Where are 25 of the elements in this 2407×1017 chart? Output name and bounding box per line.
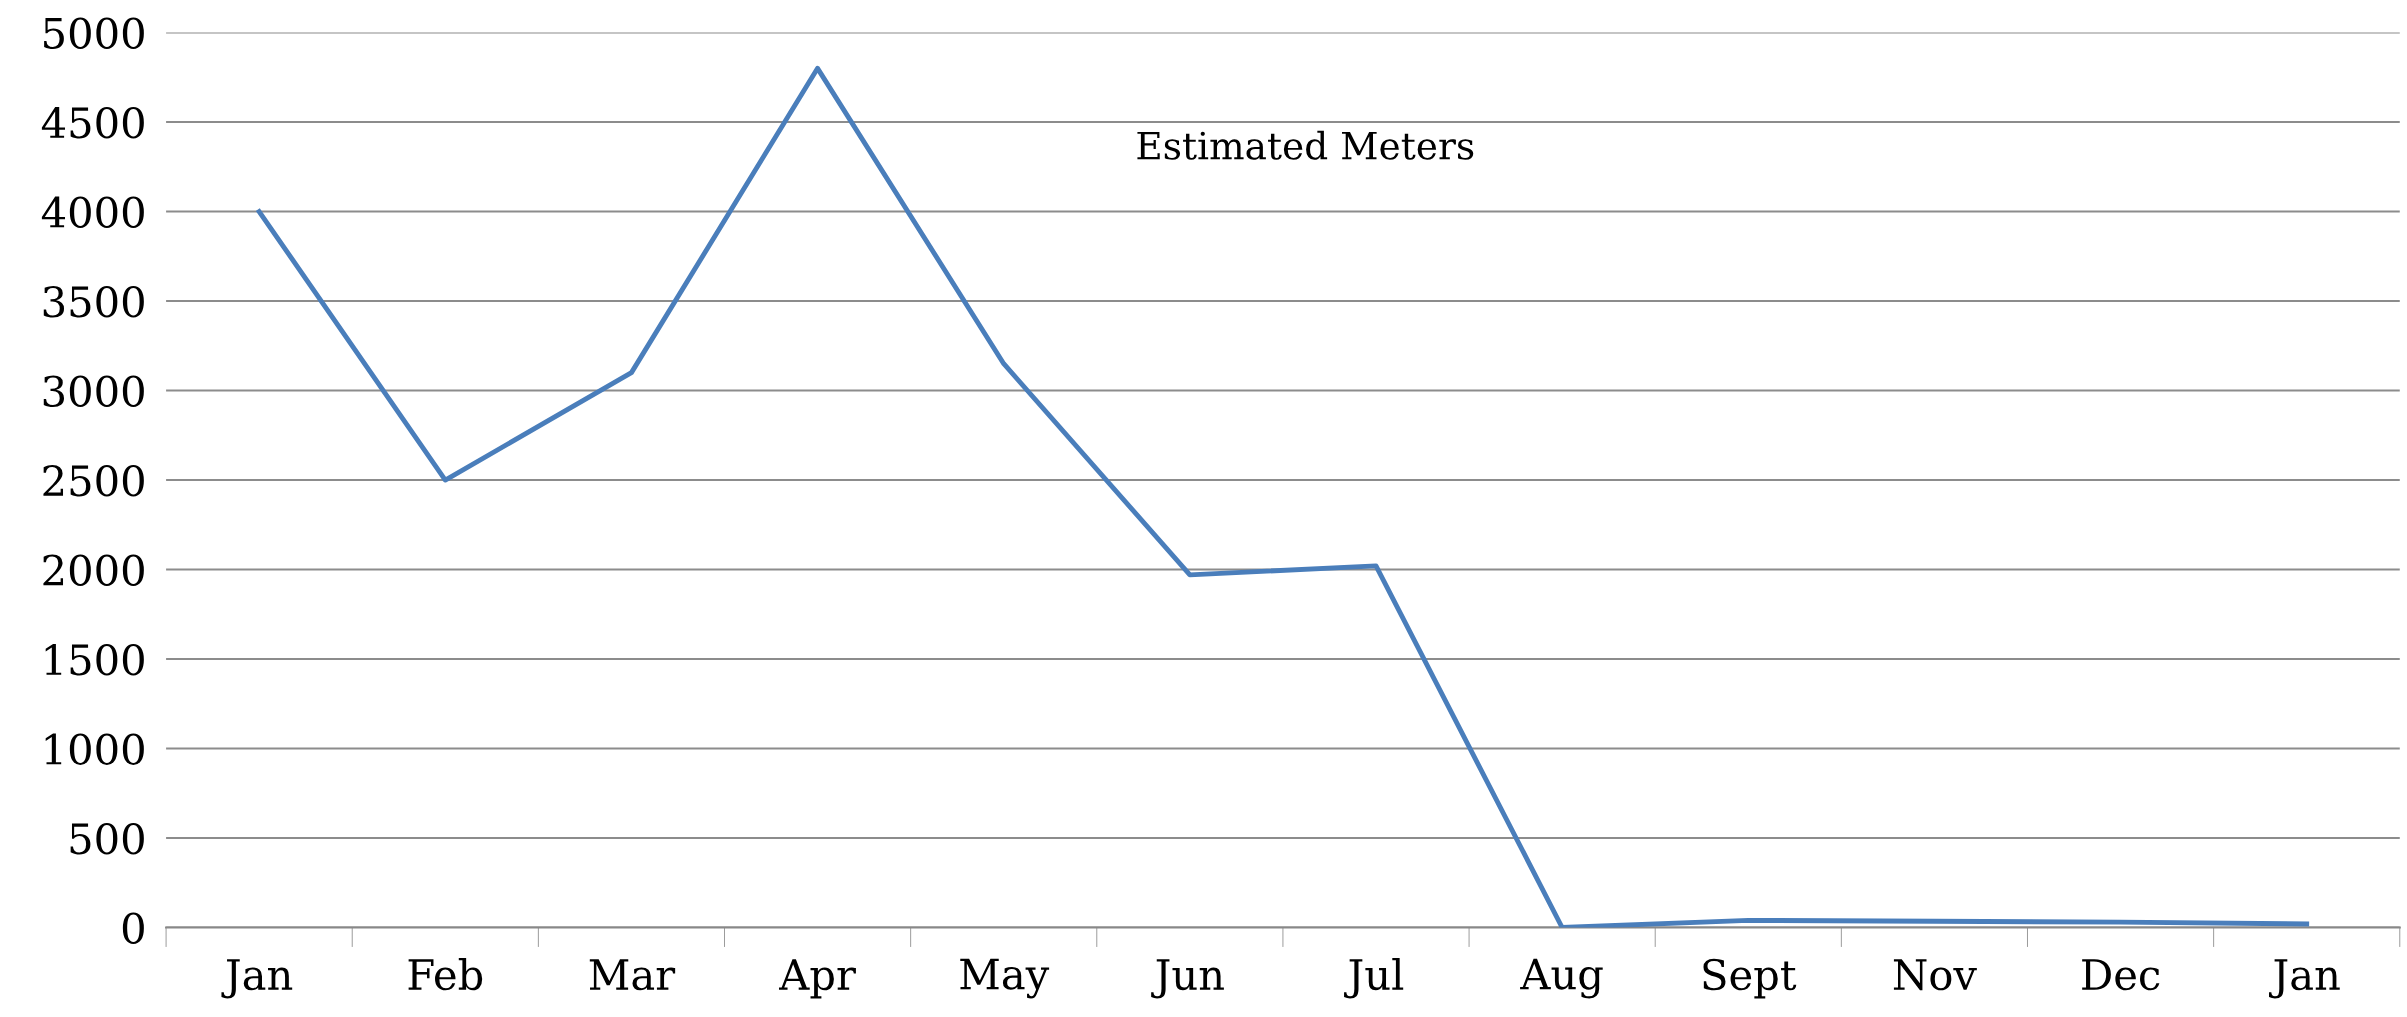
y-tick-label: 500 — [70, 822, 144, 855]
x-tick-label: Dec — [2082, 959, 2160, 991]
y-tick-label: 1000 — [45, 733, 144, 765]
y-tick-label: 4500 — [41, 106, 144, 139]
x-tick-label: Sept — [1703, 958, 1797, 999]
x-tick-label: Aug — [1520, 958, 1603, 999]
x-tick-label: Jan — [2269, 959, 2340, 999]
y-tick-label: 1500 — [45, 643, 144, 676]
line-series — [256, 65, 2310, 928]
x-tick-label: Apr — [778, 959, 856, 999]
y-tick-label: 0 — [122, 912, 144, 944]
y-tick-label: 5000 — [44, 17, 144, 49]
text: Estimated Meters — [1137, 130, 1474, 160]
x-tick-label: Mar — [589, 959, 676, 991]
x-tick-label: Jul — [1344, 958, 1404, 999]
x-tick-label: Feb — [408, 958, 483, 991]
x-tick-label: May — [960, 958, 1050, 999]
x-tick-label: Nov — [1893, 959, 1977, 991]
y-tick-label: 4000 — [41, 196, 144, 228]
y-tick-label: 2500 — [43, 464, 144, 497]
x-tick-label: Jun — [1151, 959, 1224, 999]
x-tick-label: Jan — [221, 959, 293, 999]
y-tick-label: 2000 — [43, 554, 144, 586]
y-tick-label: 3000 — [43, 375, 144, 407]
y-tick-label: 3500 — [43, 285, 144, 318]
